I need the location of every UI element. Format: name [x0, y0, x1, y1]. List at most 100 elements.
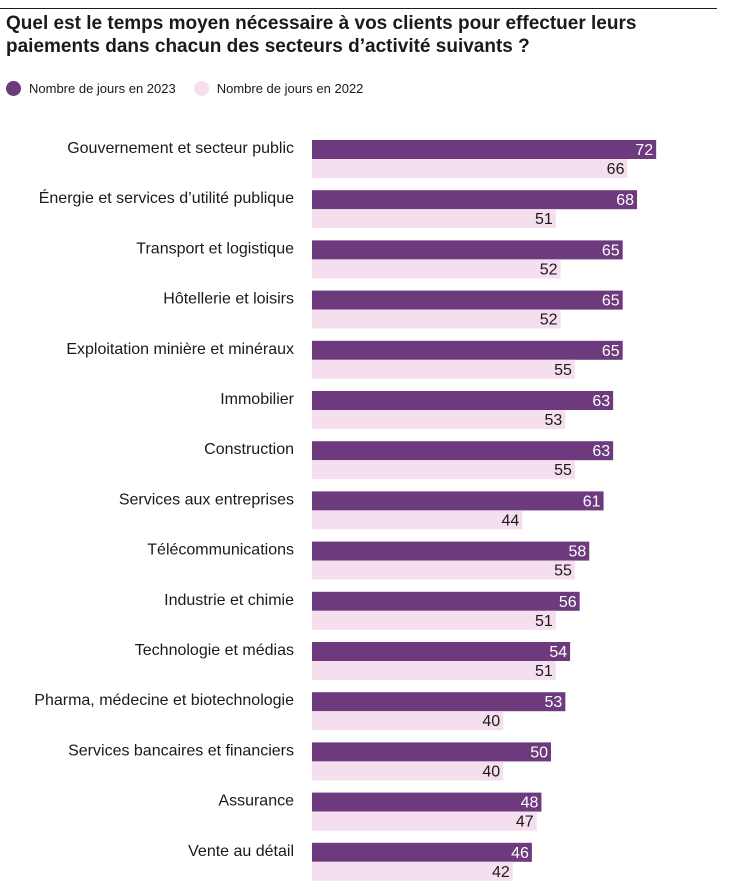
- category-label: Immobilier: [220, 391, 294, 408]
- bar-2022: [312, 460, 575, 480]
- bar-2022: [312, 661, 556, 680]
- legend: Nombre de jours en 2023 Nombre de jours …: [6, 81, 381, 96]
- value-label-2022: 44: [502, 512, 520, 529]
- value-label-2023: 63: [592, 443, 610, 460]
- bar-group-3: Hôtellerie et loisirs 65 52: [163, 290, 623, 329]
- bar-2023: [312, 190, 638, 210]
- bar-group-4: Exploitation minière et minéraux 65 55: [66, 340, 623, 379]
- category-label: Industrie et chimie: [164, 592, 294, 609]
- value-label-2022: 51: [535, 663, 553, 680]
- category-label: Pharma, médecine et biotechnologie: [34, 692, 294, 709]
- value-label-2022: 53: [545, 412, 563, 429]
- bar-2023: [312, 391, 614, 410]
- value-label-2022: 40: [482, 713, 500, 730]
- bar-2023: [312, 441, 614, 461]
- bar-2022: [312, 560, 575, 580]
- value-label-2022: 52: [540, 312, 558, 329]
- top-rule: [0, 8, 717, 9]
- bar-2023: [312, 792, 542, 812]
- category-label: Hôtellerie et loisirs: [163, 291, 294, 308]
- category-label: Construction: [204, 441, 294, 458]
- category-label: Énergie et services d’utilité publique: [39, 188, 294, 207]
- bar-2022: [312, 159, 628, 178]
- value-label-2022: 47: [516, 814, 534, 831]
- category-label: Vente au détail: [188, 843, 294, 860]
- category-label: Technologie et médias: [135, 642, 294, 659]
- bar-group-7: Services aux entreprises 61 44: [119, 491, 604, 530]
- bar-2023: [312, 491, 604, 511]
- value-label-2022: 51: [535, 613, 553, 630]
- category-label: Transport et logistique: [136, 240, 294, 257]
- bar-2022: [312, 259, 561, 279]
- category-label: Exploitation minière et minéraux: [66, 341, 294, 358]
- legend-swatch-2023: [6, 81, 21, 96]
- value-label-2022: 55: [554, 362, 572, 379]
- bar-2022: [312, 359, 575, 379]
- value-label-2023: 72: [635, 142, 653, 159]
- bar-group-10: Technologie et médias 54 51: [135, 642, 571, 680]
- legend-item-2022: Nombre de jours en 2022: [193, 81, 364, 96]
- bar-2022: [312, 761, 504, 781]
- bar-group-5: Immobilier 63 53: [220, 391, 614, 429]
- value-label-2023: 63: [592, 393, 610, 410]
- chart-title: Quel est le temps moyen nécessaire à vos…: [6, 13, 637, 57]
- value-label-2022: 42: [492, 864, 510, 881]
- bar-2023: [312, 240, 623, 260]
- legend-label-2022: Nombre de jours en 2022: [216, 81, 364, 96]
- category-label: Services aux entreprises: [119, 491, 294, 508]
- value-label-2023: 65: [602, 343, 620, 360]
- value-label-2023: 56: [559, 594, 577, 611]
- bar-group-13: Assurance 48 47: [218, 792, 542, 831]
- value-label-2023: 65: [602, 242, 620, 259]
- value-label-2022: 52: [540, 261, 558, 278]
- bar-2023: [312, 642, 571, 661]
- bar-group-2: Transport et logistique 65 52: [136, 240, 623, 279]
- bar-2022: [312, 510, 523, 530]
- bar-group-11: Pharma, médecine et biotechnologie 53 40: [34, 692, 566, 731]
- bar-2023: [312, 742, 551, 762]
- value-label-2022: 66: [607, 161, 625, 178]
- bar-2022: [312, 410, 566, 429]
- value-label-2022: 55: [554, 462, 572, 479]
- bar-group-9: Industrie et chimie 56 51: [164, 591, 580, 630]
- value-label-2023: 54: [549, 644, 567, 661]
- bar-2023: [312, 290, 623, 310]
- value-label-2023: 68: [616, 192, 634, 209]
- bar-2023: [312, 140, 657, 159]
- bar-2022: [312, 711, 504, 731]
- bar-2022: [312, 811, 537, 831]
- legend-label-2023: Nombre de jours en 2023: [29, 81, 176, 96]
- bar-group-8: Télécommunications 58 55: [147, 541, 590, 580]
- value-label-2023: 53: [545, 694, 563, 711]
- value-label-2023: 46: [511, 845, 529, 862]
- bar-group-12: Services bancaires et financiers 50 40: [68, 742, 551, 781]
- value-label-2022: 40: [482, 763, 500, 780]
- category-label: Assurance: [218, 793, 294, 810]
- category-label: Télécommunications: [147, 542, 294, 559]
- legend-swatch-2022: [193, 81, 209, 96]
- bar-2023: [312, 842, 532, 862]
- bar-2023: [312, 591, 580, 611]
- value-label-2023: 58: [568, 544, 586, 561]
- category-label: Services bancaires et financiers: [68, 742, 294, 759]
- bar-group-1: Énergie et services d’utilité publique 68…: [39, 188, 638, 229]
- value-label-2023: 48: [521, 795, 539, 812]
- bar-2022: [312, 209, 556, 229]
- bar-group-6: Construction 63 55: [204, 441, 614, 480]
- value-label-2023: 50: [530, 744, 548, 761]
- value-label-2023: 61: [583, 493, 601, 510]
- bar-group-0: Gouvernement et secteur public 72 66: [67, 140, 657, 178]
- value-label-2022: 55: [554, 563, 572, 580]
- bar-2022: [312, 309, 561, 329]
- bar-2023: [312, 692, 566, 712]
- legend-item-2023: Nombre de jours en 2023: [6, 81, 176, 96]
- bar-2023: [312, 340, 623, 360]
- bar-2022: [312, 610, 556, 630]
- bar-2023: [312, 541, 590, 561]
- value-label-2023: 65: [602, 293, 620, 310]
- value-label-2022: 51: [535, 211, 553, 228]
- bar-2022: [312, 861, 513, 881]
- category-label: Gouvernement et secteur public: [67, 140, 294, 157]
